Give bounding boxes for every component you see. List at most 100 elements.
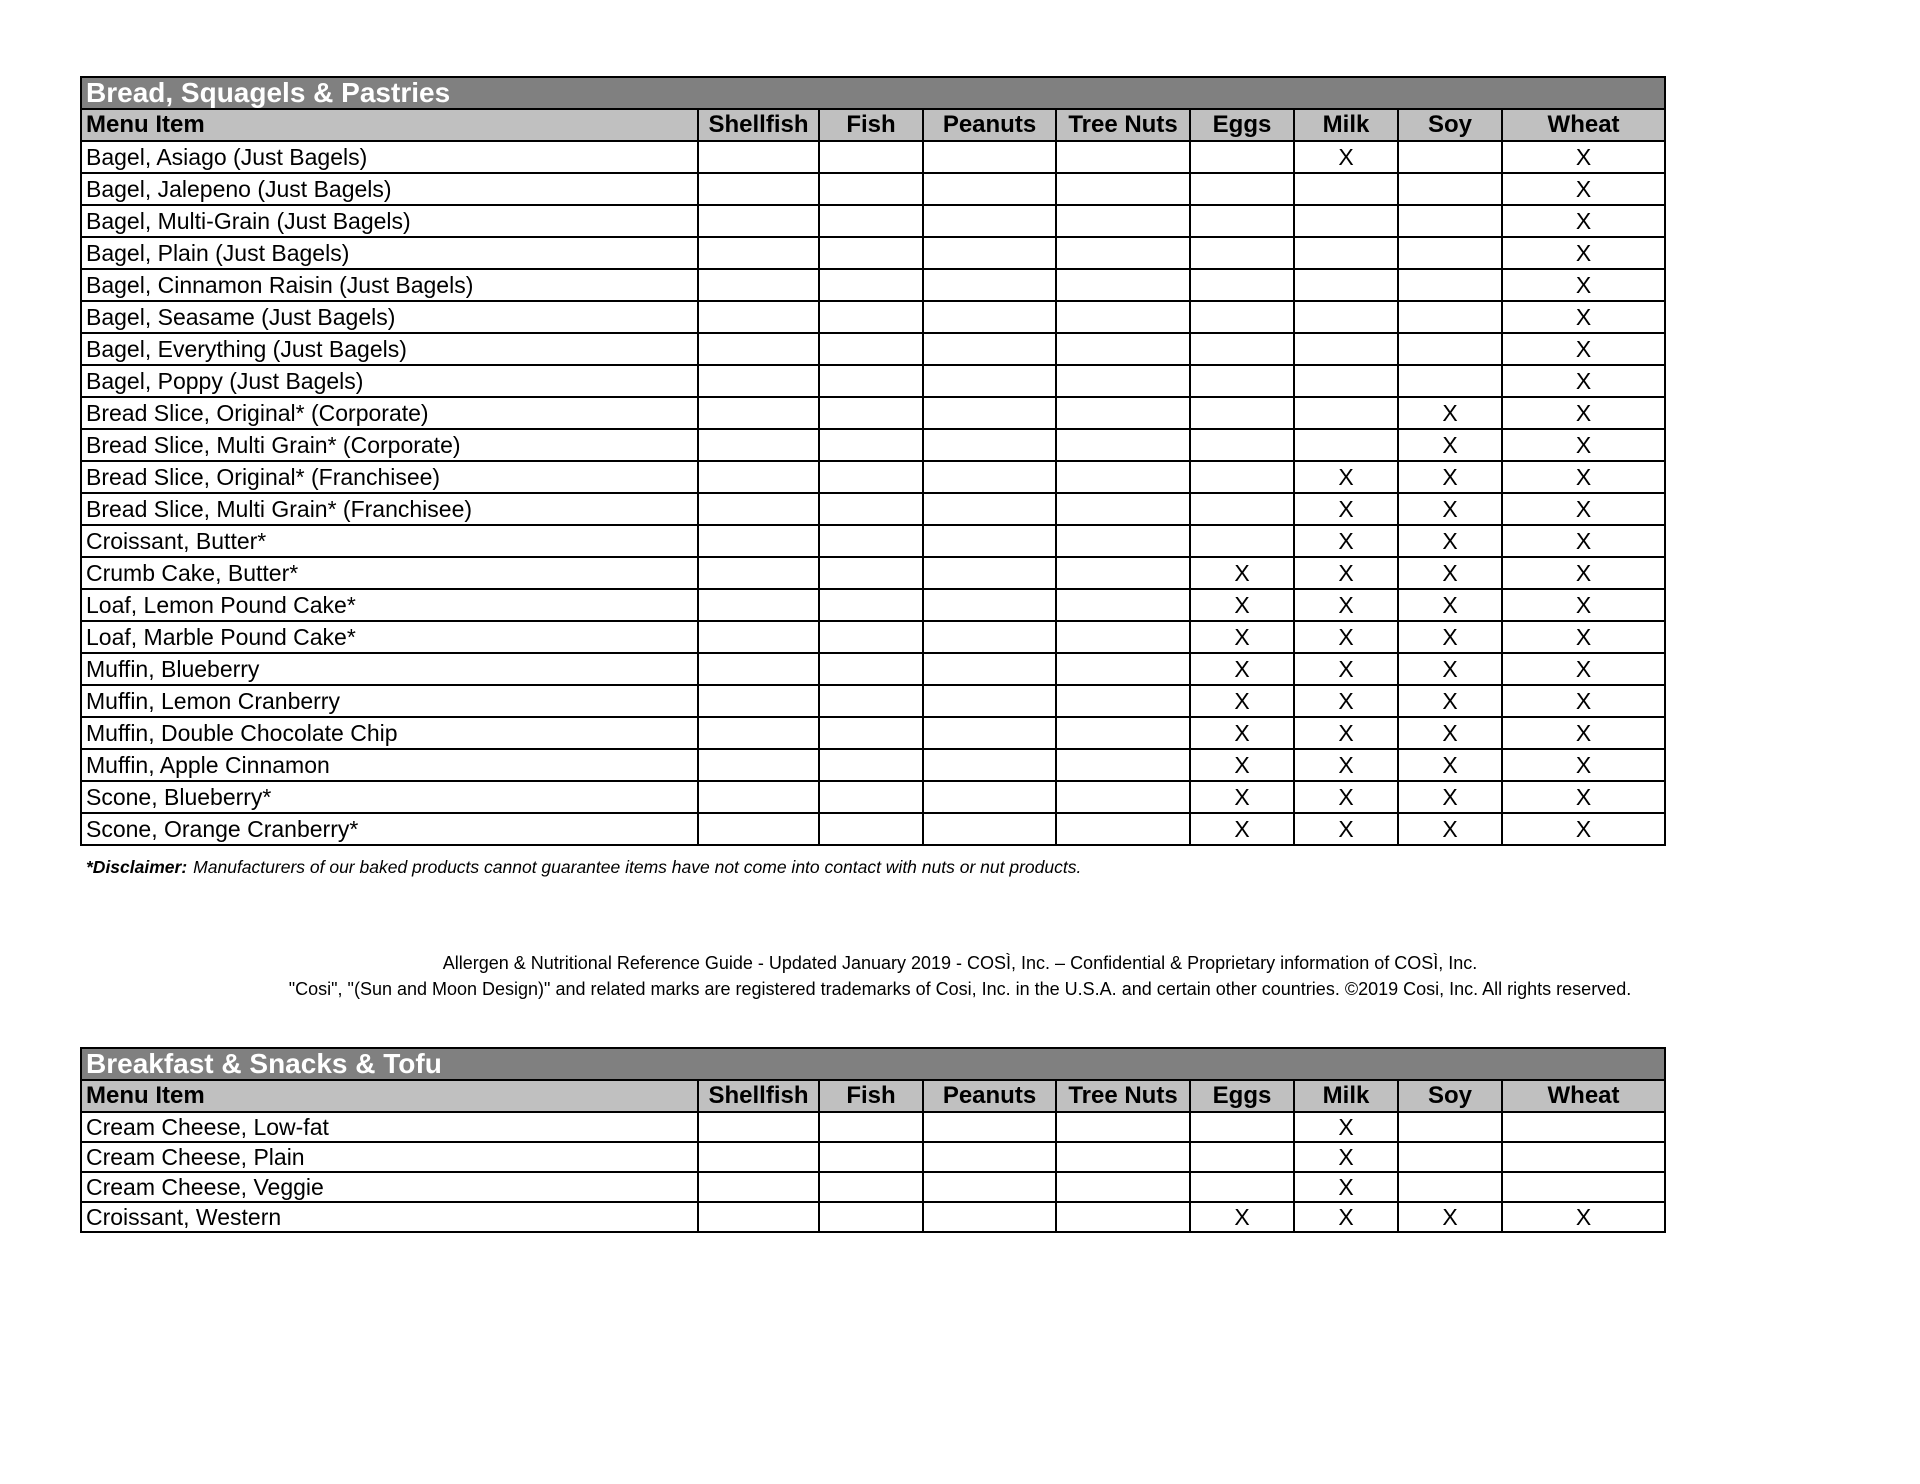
allergen-cell-tree-nuts [1055, 492, 1191, 526]
allergen-cell-eggs [1189, 1171, 1295, 1203]
allergen-cell-fish [818, 524, 924, 558]
allergen-cell-milk: X [1293, 1141, 1399, 1173]
menu-item-cell: Crumb Cake, Butter* [80, 556, 699, 590]
allergen-cell-wheat: X [1500, 172, 1667, 206]
menu-item-cell: Cream Cheese, Plain [80, 1141, 699, 1173]
allergen-cell-shellfish [697, 780, 820, 814]
allergen-cell-tree-nuts [1055, 524, 1191, 558]
allergen-cell-shellfish [697, 588, 820, 622]
allergen-cell-fish [818, 460, 924, 494]
allergen-cell-soy: X [1397, 620, 1503, 654]
allergen-cell-tree-nuts [1055, 1171, 1191, 1203]
allergen-cell-tree-nuts [1055, 236, 1191, 270]
allergen-cell-fish [818, 652, 924, 686]
allergen-cell-tree-nuts [1055, 812, 1191, 846]
allergen-cell-soy: X [1397, 748, 1503, 782]
allergen-cell-soy [1397, 172, 1503, 206]
table-row: Crumb Cake, Butter* X X X X [80, 556, 1667, 590]
allergen-cell-fish [818, 1171, 924, 1203]
allergen-cell-eggs [1189, 140, 1295, 174]
allergen-cell-milk: X [1293, 460, 1399, 494]
allergen-cell-fish [818, 204, 924, 238]
menu-item-cell: Cream Cheese, Low-fat [80, 1111, 699, 1143]
allergen-cell-eggs: X [1189, 620, 1295, 654]
allergen-cell-shellfish [697, 716, 820, 750]
column-header-wheat: Wheat [1500, 108, 1667, 142]
allergen-cell-wheat: X [1500, 332, 1667, 366]
allergen-cell-milk [1293, 172, 1399, 206]
menu-item-cell: Bagel, Seasame (Just Bagels) [80, 300, 699, 334]
allergen-cell-fish [818, 1201, 924, 1233]
menu-item-cell: Bagel, Poppy (Just Bagels) [80, 364, 699, 398]
allergen-cell-wheat: X [1500, 492, 1667, 526]
allergen-cell-peanuts [922, 556, 1057, 590]
table-row: Bread Slice, Multi Grain* (Franchisee) X X… [80, 492, 1667, 526]
table-row: Scone, Blueberry* X X X X [80, 780, 1667, 814]
allergen-cell-fish [818, 268, 924, 302]
allergen-cell-shellfish [697, 300, 820, 334]
allergen-cell-eggs [1189, 300, 1295, 334]
allergen-cell-eggs [1189, 1111, 1295, 1143]
allergen-cell-fish [818, 492, 924, 526]
allergen-cell-eggs: X [1189, 716, 1295, 750]
allergen-cell-fish [818, 300, 924, 334]
footer-line-1: Allergen & Nutritional Reference Guide -… [442, 953, 1478, 973]
allergen-cell-fish [818, 588, 924, 622]
allergen-cell-wheat: X [1500, 140, 1667, 174]
allergen-cell-tree-nuts [1055, 268, 1191, 302]
allergen-cell-fish [818, 364, 924, 398]
allergen-cell-tree-nuts [1055, 780, 1191, 814]
allergen-cell-peanuts [922, 300, 1057, 334]
allergen-cell-peanuts [922, 1201, 1057, 1233]
allergen-cell-shellfish [697, 684, 820, 718]
allergen-cell-tree-nuts [1055, 300, 1191, 334]
allergen-cell-soy [1397, 1141, 1503, 1173]
section-title: Bread, Squagels & Pastries [79, 76, 1667, 110]
allergen-cell-peanuts [922, 492, 1057, 526]
allergen-cell-wheat: X [1500, 684, 1667, 718]
allergen-cell-fish [818, 556, 924, 590]
menu-item-cell: Bagel, Everything (Just Bagels) [80, 332, 699, 366]
table-row: Bagel, Multi-Grain (Just Bagels) X [80, 204, 1667, 238]
allergen-cell-soy: X [1397, 716, 1503, 750]
allergen-cell-wheat [1500, 1171, 1667, 1203]
allergen-cell-milk [1293, 268, 1399, 302]
allergen-cell-shellfish [697, 236, 820, 270]
allergen-cell-peanuts [922, 1171, 1057, 1203]
menu-item-cell: Loaf, Lemon Pound Cake* [80, 588, 699, 622]
allergen-cell-milk: X [1293, 780, 1399, 814]
disclaimer: *Disclaimer: Manufacturers of our baked p… [86, 857, 1081, 878]
allergen-cell-fish [818, 716, 924, 750]
allergen-cell-milk [1293, 236, 1399, 270]
table-row: Scone, Orange Cranberry* X X X X [80, 812, 1667, 846]
allergen-cell-tree-nuts [1055, 332, 1191, 366]
allergen-cell-milk: X [1293, 1171, 1399, 1203]
allergen-cell-peanuts [922, 1141, 1057, 1173]
allergen-cell-milk: X [1293, 684, 1399, 718]
allergen-cell-tree-nuts [1055, 364, 1191, 398]
allergen-cell-soy [1397, 332, 1503, 366]
menu-item-cell: Bread Slice, Multi Grain* (Corporate) [80, 428, 699, 462]
allergen-cell-shellfish [697, 140, 820, 174]
allergen-cell-peanuts [922, 172, 1057, 206]
allergen-cell-fish [818, 1141, 924, 1173]
allergen-cell-tree-nuts [1055, 684, 1191, 718]
table-row: Bread Slice, Original* (Corporate) X X [80, 396, 1667, 430]
allergen-cell-milk [1293, 204, 1399, 238]
allergen-cell-shellfish [697, 652, 820, 686]
section-title-row: Bread, Squagels & Pastries [79, 76, 1667, 110]
table-row: Bagel, Everything (Just Bagels) X [80, 332, 1667, 366]
allergen-cell-fish [818, 620, 924, 654]
allergen-cell-tree-nuts [1055, 652, 1191, 686]
allergen-cell-milk: X [1293, 620, 1399, 654]
table-row: Bagel, Plain (Just Bagels) X [80, 236, 1667, 270]
column-header-wheat: Wheat [1500, 1079, 1667, 1113]
allergen-cell-wheat: X [1500, 588, 1667, 622]
allergen-cell-milk: X [1293, 524, 1399, 558]
allergen-cell-soy [1397, 268, 1503, 302]
allergen-cell-shellfish [697, 364, 820, 398]
allergen-cell-wheat: X [1500, 748, 1667, 782]
allergen-cell-soy: X [1397, 428, 1503, 462]
allergen-cell-tree-nuts [1055, 748, 1191, 782]
column-header-shellfish: Shellfish [697, 1079, 820, 1113]
